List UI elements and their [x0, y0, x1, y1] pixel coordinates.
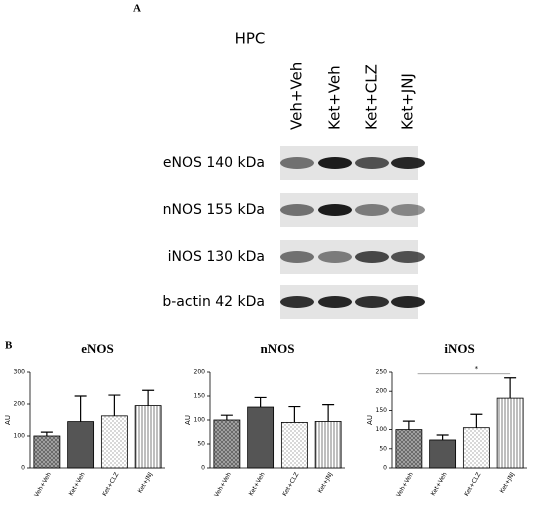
band	[391, 157, 425, 169]
blot: Veh+Veh Ket+Veh Ket+CLZ Ket+JNJ eNOS 140 kDa…	[162, 62, 425, 319]
bar	[100, 415, 128, 469]
blot-title: HPC	[235, 30, 266, 48]
band	[280, 204, 314, 216]
x-tick-label: Ket+Veh	[430, 471, 449, 497]
y-tick-label: 150	[376, 407, 388, 414]
error-bar	[322, 404, 335, 422]
error-bar	[470, 413, 483, 428]
error-bar	[254, 396, 267, 408]
bar	[280, 421, 308, 469]
panel-label: A	[133, 3, 141, 15]
chart-title: nNOS	[261, 341, 295, 356]
charts: eNOS AU 0 100 200 300 Veh+Veh Ket+Veh Ket+CLZ Ket…	[4, 341, 527, 498]
chart-title: iNOS	[444, 341, 474, 356]
y-tick-label: 0	[383, 465, 387, 472]
x-tick-label: Ket+Veh	[68, 471, 87, 497]
y-axis-label: AU	[4, 415, 12, 425]
x-tick-label: Ket+CLZ	[281, 471, 300, 497]
error-bar	[220, 414, 233, 420]
y-tick-label: 300	[14, 369, 26, 376]
y-tick-label: 0	[201, 465, 205, 472]
y-tick-label: 200	[14, 401, 26, 408]
y-tick-label: 50	[379, 445, 387, 452]
error-bar	[436, 434, 449, 440]
significance-label: *	[475, 365, 479, 373]
bar	[247, 406, 275, 469]
row-label: nNOS 155 kDa	[163, 202, 265, 218]
bar	[67, 421, 95, 469]
x-tick-label: Ket+CLZ	[463, 471, 482, 497]
band	[280, 157, 314, 169]
row-label: iNOS 130 kDa	[168, 249, 265, 265]
band	[391, 204, 425, 216]
bar	[462, 427, 490, 469]
y-tick-label: 100	[194, 417, 206, 424]
band	[280, 296, 314, 308]
lane-label: Ket+CLZ	[363, 64, 381, 130]
lane-label: Ket+JNJ	[399, 73, 417, 130]
band	[391, 296, 425, 308]
error-bar	[504, 377, 517, 399]
band	[355, 157, 389, 169]
band	[318, 157, 352, 169]
y-tick-label: 50	[197, 441, 205, 448]
row-label: b-actin 42 kDa	[162, 294, 265, 310]
y-tick-label: 150	[194, 393, 206, 400]
bar	[314, 421, 342, 469]
band	[355, 296, 389, 308]
y-tick-label: 250	[376, 369, 388, 376]
bar	[395, 429, 423, 469]
band	[280, 251, 314, 263]
lane-label: Ket+Veh	[326, 65, 344, 130]
error-bar	[40, 431, 53, 436]
band	[318, 251, 352, 263]
bar	[496, 397, 524, 469]
chart-title: eNOS	[81, 341, 114, 356]
band	[355, 251, 389, 263]
y-tick-label: 200	[376, 388, 388, 395]
band	[318, 204, 352, 216]
error-bar	[288, 405, 301, 423]
bar	[33, 435, 61, 469]
band	[355, 204, 389, 216]
lane-label: Veh+Veh	[288, 62, 306, 130]
x-tick-label: Ket+CLZ	[101, 471, 120, 497]
band	[318, 296, 352, 308]
y-tick-label: 200	[194, 369, 206, 376]
band	[391, 251, 425, 263]
error-bar	[142, 389, 155, 406]
bar	[213, 419, 241, 469]
x-tick-label: Ket+JNJ	[137, 471, 155, 494]
x-tick-label: Veh+Veh	[395, 471, 415, 498]
panel-label: B	[5, 340, 13, 352]
error-bar	[108, 394, 121, 416]
bar	[134, 405, 162, 469]
y-tick-label: 0	[21, 465, 25, 472]
x-tick-label: Ket+JNJ	[317, 471, 335, 494]
x-tick-label: Veh+Veh	[213, 471, 233, 498]
error-bar	[402, 420, 415, 430]
bar	[429, 439, 457, 469]
y-axis-label: AU	[366, 415, 374, 425]
error-bar	[74, 395, 87, 422]
x-tick-label: Veh+Veh	[33, 471, 53, 498]
y-axis-label: AU	[184, 415, 192, 425]
x-tick-label: Ket+Veh	[248, 471, 267, 497]
row-label: eNOS 140 kDa	[163, 155, 265, 171]
y-tick-label: 100	[376, 426, 388, 433]
y-tick-label: 100	[14, 433, 26, 440]
x-tick-label: Ket+JNJ	[499, 471, 517, 494]
